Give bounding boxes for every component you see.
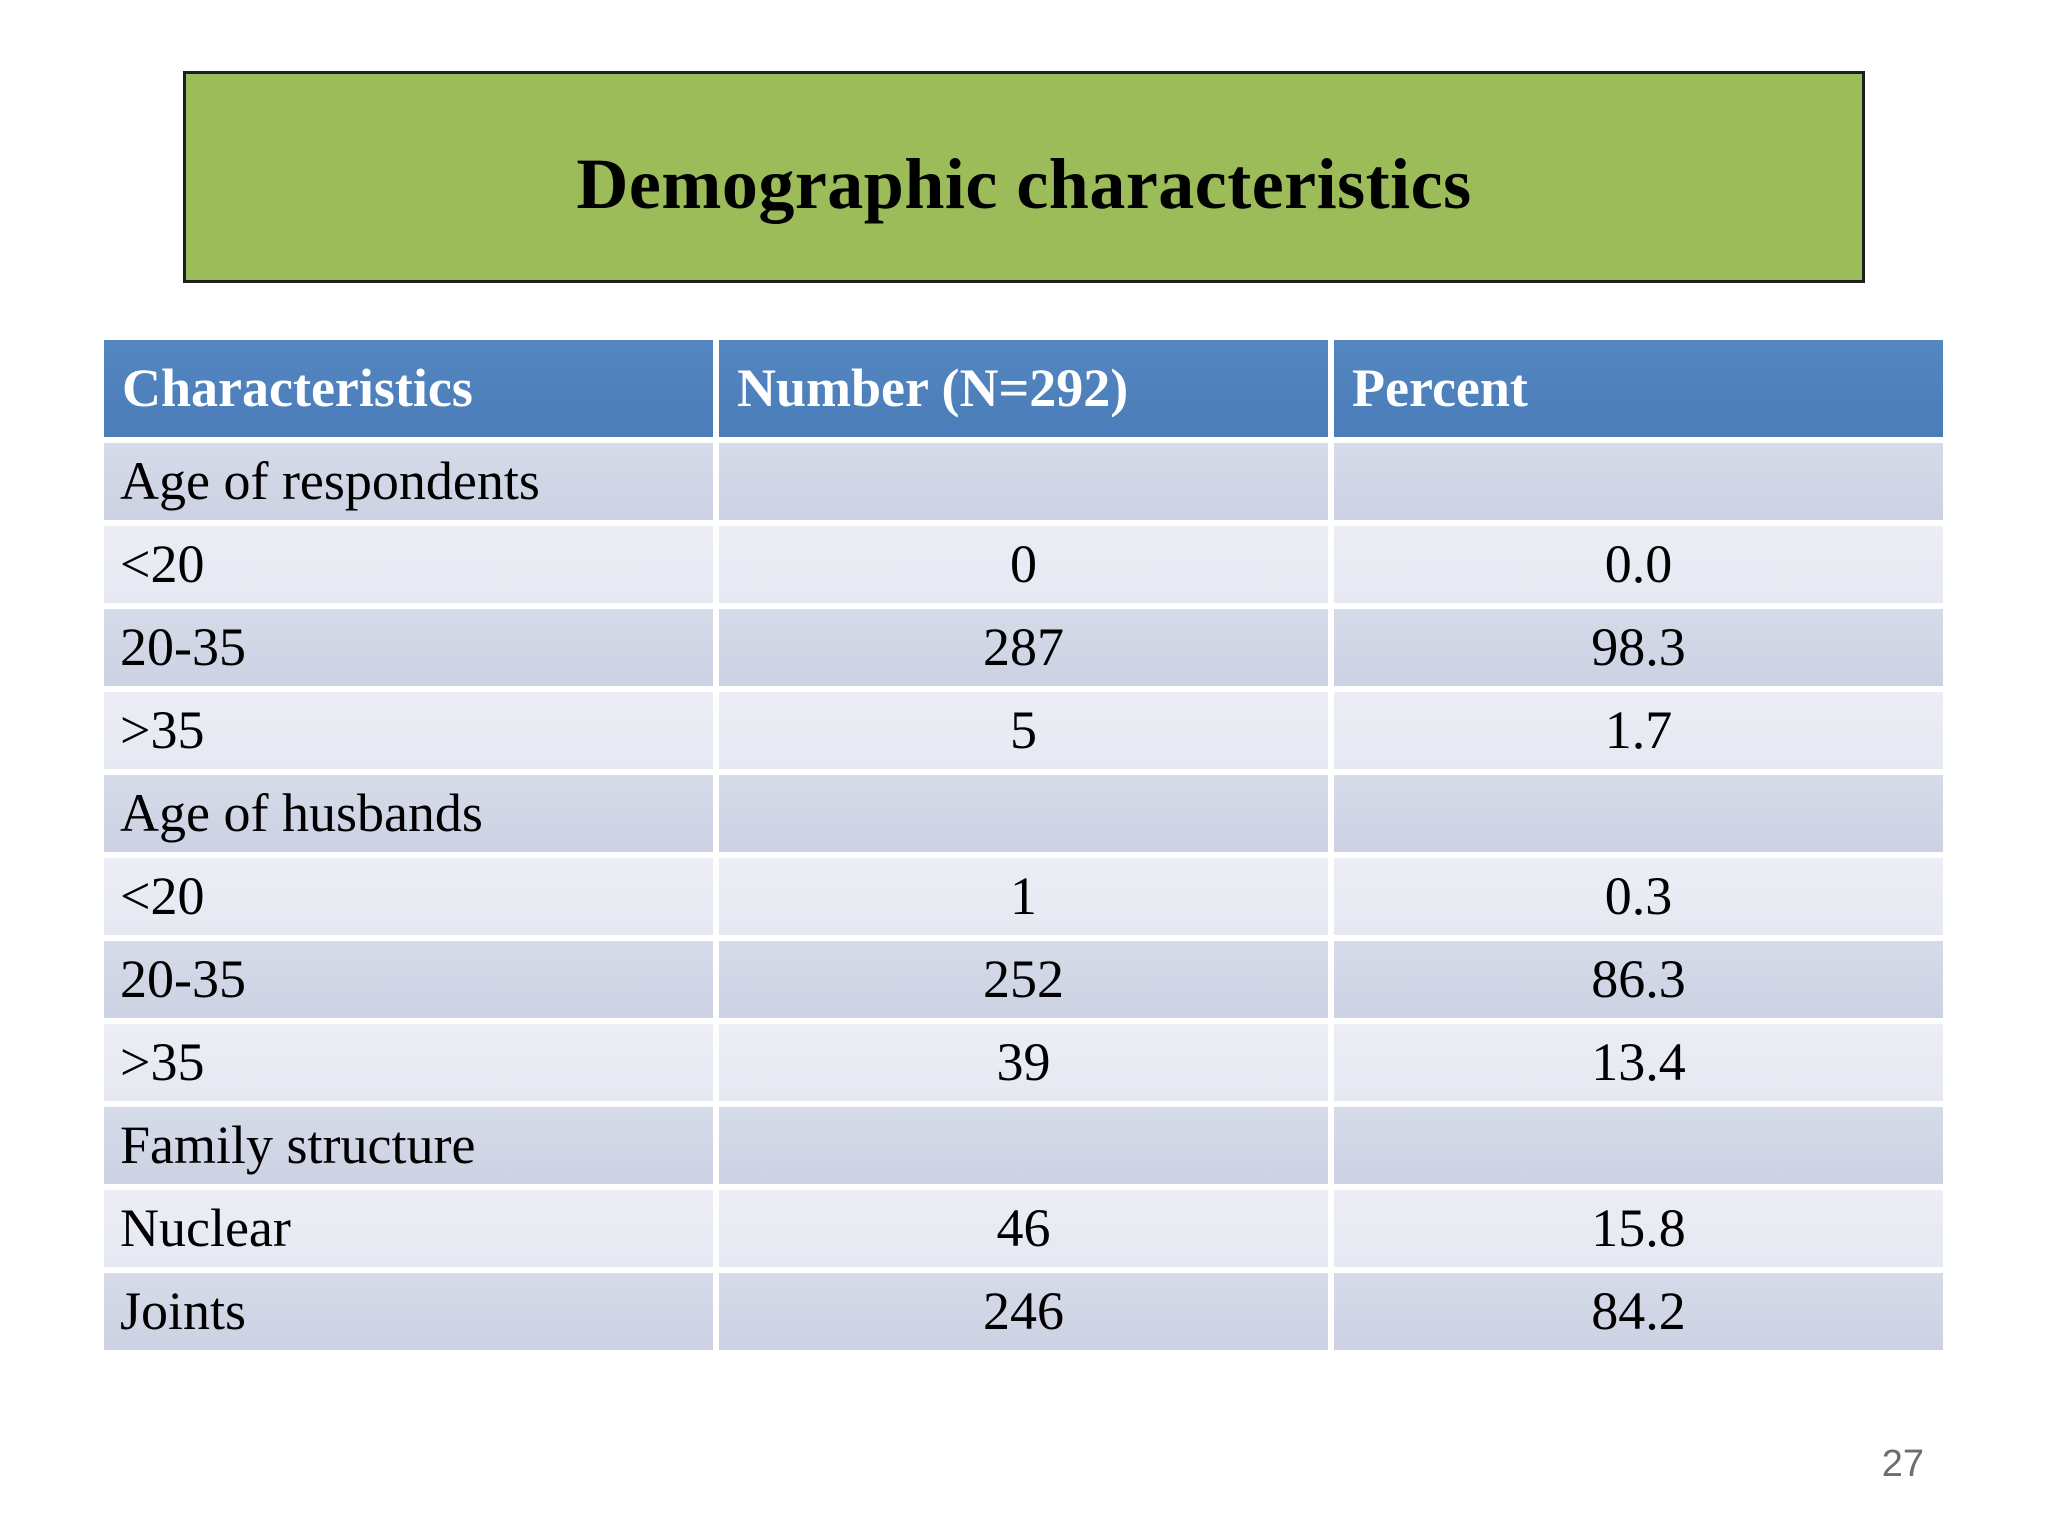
- row-label-cell: Age of husbands: [104, 775, 713, 852]
- table-row: <20 0 0.0: [104, 526, 1943, 603]
- row-number-cell: 287: [719, 609, 1328, 686]
- title-banner: Demographic characteristics: [183, 71, 1865, 283]
- slide-title: Demographic characteristics: [576, 143, 1472, 224]
- table-row: >35 5 1.7: [104, 692, 1943, 769]
- table-row: 20-35 252 86.3: [104, 941, 1943, 1018]
- row-percent-cell: 15.8: [1334, 1190, 1943, 1267]
- row-label-cell: Joints: [104, 1273, 713, 1350]
- table-row: Family structure: [104, 1107, 1943, 1184]
- row-label-cell: 20-35: [104, 609, 713, 686]
- page-number: 27: [1881, 1443, 1924, 1485]
- row-percent-cell: [1334, 775, 1943, 852]
- column-header-number: Number (N=292): [719, 340, 1328, 437]
- table-body: Age of respondents <20 0 0.0 20-35 287 9…: [104, 443, 1943, 1350]
- row-percent-cell: 0.0: [1334, 526, 1943, 603]
- row-label-cell: Age of respondents: [104, 443, 713, 520]
- row-percent-cell: 98.3: [1334, 609, 1943, 686]
- table-header: Characteristics Number (N=292) Percent: [104, 340, 1943, 437]
- demographics-table: Characteristics Number (N=292) Percent A…: [98, 334, 1949, 1356]
- row-percent-cell: 86.3: [1334, 941, 1943, 1018]
- table-row: <20 1 0.3: [104, 858, 1943, 935]
- row-label-cell: >35: [104, 692, 713, 769]
- row-percent-cell: 0.3: [1334, 858, 1943, 935]
- table-row: 20-35 287 98.3: [104, 609, 1943, 686]
- table-row: Age of respondents: [104, 443, 1943, 520]
- row-number-cell: 252: [719, 941, 1328, 1018]
- row-percent-cell: [1334, 1107, 1943, 1184]
- row-percent-cell: 13.4: [1334, 1024, 1943, 1101]
- column-header-characteristics: Characteristics: [104, 340, 713, 437]
- row-label-cell: Family structure: [104, 1107, 713, 1184]
- row-number-cell: [719, 443, 1328, 520]
- row-label-cell: Nuclear: [104, 1190, 713, 1267]
- table-row: Age of husbands: [104, 775, 1943, 852]
- column-header-percent: Percent: [1334, 340, 1943, 437]
- header-row: Characteristics Number (N=292) Percent: [104, 340, 1943, 437]
- row-number-cell: 46: [719, 1190, 1328, 1267]
- table-row: Joints 246 84.2: [104, 1273, 1943, 1350]
- row-number-cell: 246: [719, 1273, 1328, 1350]
- row-label-cell: <20: [104, 526, 713, 603]
- row-number-cell: [719, 775, 1328, 852]
- row-percent-cell: 84.2: [1334, 1273, 1943, 1350]
- row-number-cell: 39: [719, 1024, 1328, 1101]
- row-percent-cell: [1334, 443, 1943, 520]
- row-number-cell: [719, 1107, 1328, 1184]
- row-label-cell: 20-35: [104, 941, 713, 1018]
- row-label-cell: >35: [104, 1024, 713, 1101]
- table-row: Nuclear 46 15.8: [104, 1190, 1943, 1267]
- table-row: >35 39 13.4: [104, 1024, 1943, 1101]
- row-percent-cell: 1.7: [1334, 692, 1943, 769]
- row-number-cell: 0: [719, 526, 1328, 603]
- row-label-cell: <20: [104, 858, 713, 935]
- row-number-cell: 1: [719, 858, 1328, 935]
- row-number-cell: 5: [719, 692, 1328, 769]
